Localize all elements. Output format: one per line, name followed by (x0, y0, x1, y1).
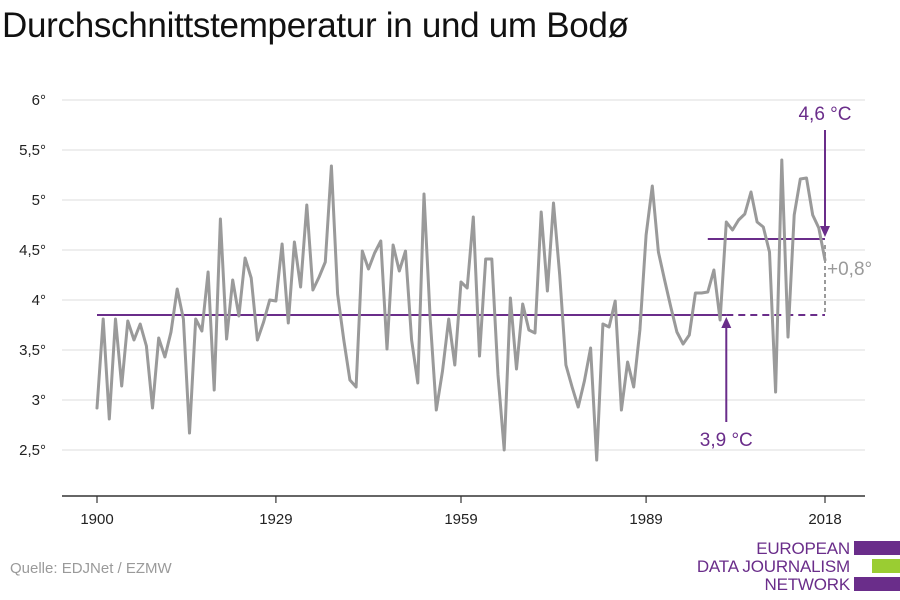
logo-text-line-2: DATA JOURNALISM (696, 557, 850, 576)
long-term-average-arrow-head (721, 317, 732, 328)
y-tick-label-7: 6° (32, 92, 46, 109)
y-tick-label-4: 4,5° (19, 242, 46, 259)
x-axis-ticks: 1900 1929 1959 1989 2018 (80, 496, 842, 528)
x-tick-label-1: 1929 (259, 511, 292, 528)
temperature-series-line (95, 158, 827, 462)
y-axis-tick-labels: 2,5° 3° 3,5° 4° 4,5° 5° 5,5° 6° (19, 92, 46, 459)
y-tick-label-3: 4° (32, 292, 46, 309)
y-tick-label-6: 5,5° (19, 142, 46, 159)
x-tick-label-4: 2018 (808, 511, 841, 528)
logo-text-line-3: NETWORK (764, 575, 851, 594)
y-tick-label-2: 3,5° (19, 342, 46, 359)
logo-text-line-1: EUROPEAN (756, 539, 850, 558)
grid-lines (62, 99, 865, 451)
recent-average-label: 4,6 °C (798, 104, 851, 125)
source-note: Quelle: EDJNet / EZMW (10, 560, 172, 577)
x-tick-label-2: 1959 (444, 511, 477, 528)
long-term-average-label: 3,9 °C (700, 430, 753, 451)
y-tick-label-0: 2,5° (19, 442, 46, 459)
logo-bar-purple-top (854, 541, 900, 555)
x-tick-label-3: 1989 (629, 511, 662, 528)
recent-average-arrow-head (820, 226, 830, 237)
y-tick-label-5: 5° (32, 192, 46, 209)
logo-bar-purple-bottom (854, 577, 900, 591)
y-tick-label-1: 3° (32, 392, 46, 409)
difference-label: +0,8° (827, 259, 872, 280)
logo-bar-green (872, 559, 900, 573)
x-tick-label-0: 1900 (80, 511, 113, 528)
annotations: +0,8° 4,6 °C 3,9 °C (700, 104, 872, 451)
edjnet-logo: EUROPEAN DATA JOURNALISM NETWORK (696, 538, 900, 598)
chart-title: Durchschnittstemperatur in und um Bodø (2, 6, 629, 45)
